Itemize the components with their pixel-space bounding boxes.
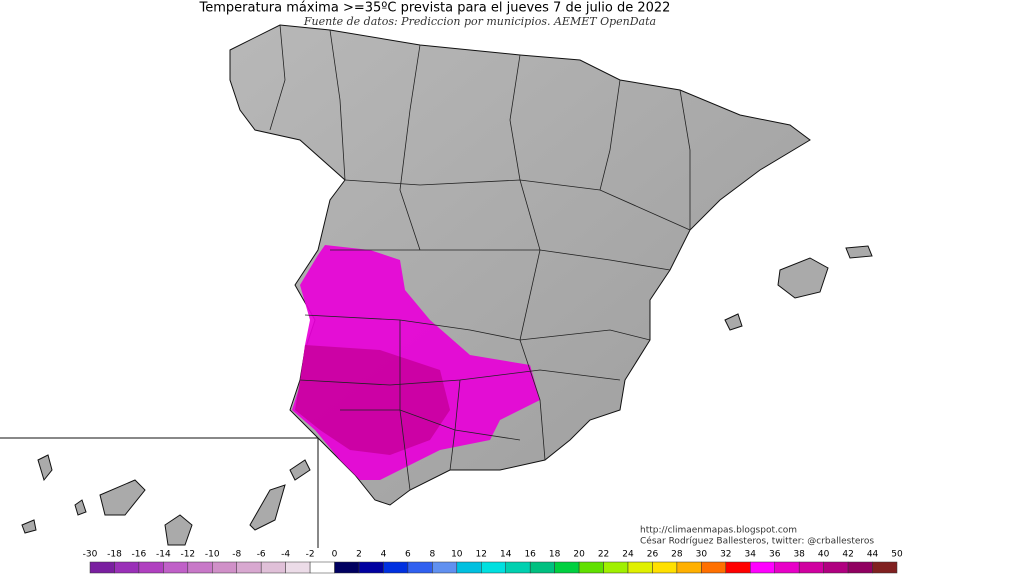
colorbar-label: -14 (156, 550, 171, 560)
colorbar-segment (285, 561, 311, 574)
colorbar-label: 20 (573, 550, 585, 560)
colorbar-label: 8 (429, 550, 435, 560)
colorbar-label: -6 (257, 550, 266, 560)
colorbar-segment (725, 561, 751, 574)
colorbar: -30 -18 -16 -14 -12 -10 -8 -6 -4 -2 0 2 4 6 8 10 12 14 16 1… (83, 550, 903, 574)
credit: http://climaenmapas.blogspot.com (640, 526, 797, 536)
colorbar-segment (358, 561, 384, 574)
colorbar-segment (529, 561, 555, 574)
colorbar-segment (114, 561, 140, 574)
colorbar-segment (774, 561, 800, 574)
heat-core (295, 345, 450, 455)
colorbar-label: 50 (891, 550, 903, 560)
colorbar-label: 18 (549, 550, 561, 560)
map (0, 24, 873, 548)
colorbar-segment (309, 561, 335, 574)
colorbar-label: 12 (476, 550, 487, 560)
title: Temperatura máxima >=35ºC prevista para … (199, 1, 671, 16)
colorbar-segment (163, 561, 189, 574)
colorbar-segment (432, 561, 458, 574)
colorbar-label: -30 (83, 550, 98, 560)
colorbar-segment (383, 561, 409, 574)
colorbar-label: 24 (622, 550, 634, 560)
colorbar-segment (505, 561, 531, 574)
colorbar-segment (89, 561, 115, 574)
colorbar-segment (627, 561, 653, 574)
mallorca (777, 257, 829, 299)
colorbar-segment (701, 561, 727, 574)
colorbar-segment (187, 561, 213, 574)
colorbar-label: 28 (671, 550, 683, 560)
colorbar-segment (578, 561, 604, 574)
colorbar-label: -2 (306, 550, 315, 560)
credit: César Rodríguez Ballesteros, twitter: @c… (640, 536, 874, 547)
colorbar-label: -12 (180, 550, 195, 560)
colorbar-segment (676, 561, 702, 574)
colorbar-label: 34 (745, 550, 757, 560)
colorbar-segment (750, 561, 775, 574)
colorbar-label: 2 (356, 550, 362, 560)
colorbar-segment (847, 561, 873, 574)
colorbar-label: -16 (132, 550, 147, 560)
colorbar-segment (652, 561, 678, 574)
colorbar-label: 10 (451, 550, 463, 560)
colorbar-label: 26 (647, 550, 659, 560)
colorbar-label: 40 (818, 550, 830, 560)
colorbar-label: 32 (720, 550, 731, 560)
colorbar-label: -10 (205, 550, 220, 560)
subtitle: Fuente de datos: Prediccion por municipi… (303, 15, 656, 28)
ibiza (724, 313, 743, 331)
colorbar-segment (872, 561, 898, 574)
colorbar-segment (603, 561, 629, 574)
canary-islands (21, 454, 311, 546)
colorbar-segment (798, 561, 824, 574)
colorbar-label: 0 (332, 550, 338, 560)
colorbar-label: 38 (793, 550, 805, 560)
colorbar-label: -18 (107, 550, 122, 560)
colorbar-label: 22 (598, 550, 609, 560)
colorbar-segment (138, 561, 164, 574)
colorbar-label: 30 (696, 550, 708, 560)
colorbar-segment (823, 561, 849, 574)
colorbar-label: 14 (500, 550, 512, 560)
colorbar-segment (481, 561, 506, 574)
colorbar-segment (212, 561, 237, 574)
colorbar-label: -8 (232, 550, 241, 560)
colorbar-segment (334, 561, 360, 574)
province-borders (269, 24, 691, 491)
colorbar-segment (554, 561, 580, 574)
colorbar-label: 36 (769, 550, 781, 560)
menorca (845, 245, 873, 259)
colorbar-label: -4 (281, 550, 290, 560)
colorbar-label: 6 (405, 550, 411, 560)
colorbar-segment (456, 561, 482, 574)
colorbar-segment (407, 561, 433, 574)
colorbar-label: 42 (842, 550, 853, 560)
colorbar-segment (260, 561, 286, 574)
colorbar-label: 4 (381, 550, 387, 560)
colorbar-segment (236, 561, 262, 574)
colorbar-label: 44 (867, 550, 879, 560)
colorbar-label: 16 (524, 550, 536, 560)
